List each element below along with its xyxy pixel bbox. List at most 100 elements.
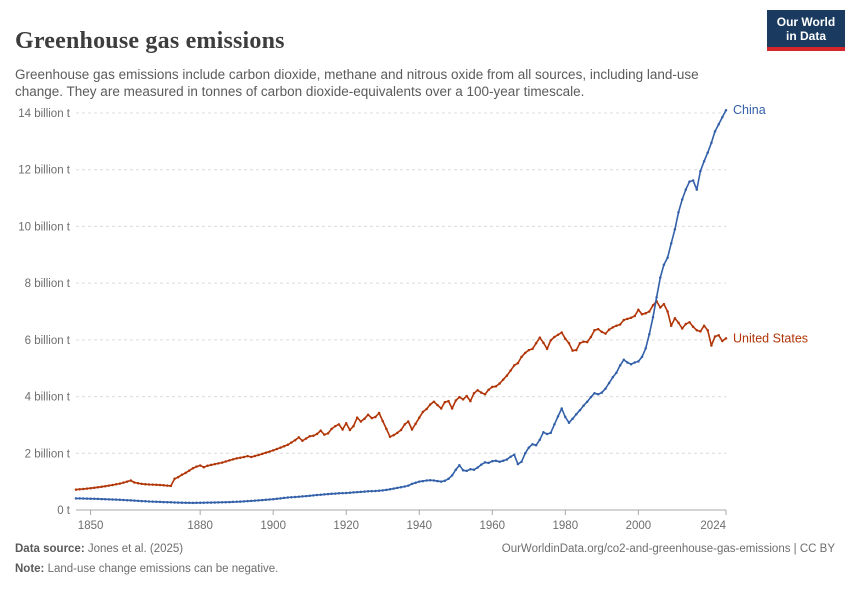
china-data-point[interactable] (319, 493, 322, 496)
united-states-data-point[interactable] (553, 335, 556, 339)
united-states-data-point[interactable] (315, 432, 319, 436)
united-states-data-point[interactable] (122, 481, 125, 484)
china-data-point[interactable] (103, 497, 107, 501)
united-states-data-point[interactable] (293, 438, 297, 442)
china-data-point[interactable] (334, 492, 337, 495)
china-data-point[interactable] (534, 444, 538, 447)
china-data-point[interactable] (560, 407, 563, 410)
china-data-point[interactable] (206, 501, 209, 504)
united-states-data-point[interactable] (396, 431, 399, 435)
china-data-point[interactable] (166, 500, 169, 504)
united-states-data-point[interactable] (717, 334, 720, 337)
china-data-point[interactable] (596, 393, 600, 396)
china-data-point[interactable] (355, 490, 359, 494)
united-states-data-point[interactable] (82, 487, 85, 491)
china-data-point[interactable] (374, 489, 377, 493)
china-data-point[interactable] (220, 501, 224, 504)
united-states-data-point[interactable] (118, 482, 122, 485)
china-data-point[interactable] (337, 492, 341, 495)
united-states-data-point[interactable] (89, 486, 92, 490)
china-data-point[interactable] (710, 141, 713, 145)
united-states-data-point[interactable] (498, 382, 501, 385)
china-data-point[interactable] (403, 485, 406, 488)
china-data-point[interactable] (443, 479, 447, 483)
united-states-data-point[interactable] (228, 459, 231, 462)
china-data-point[interactable] (476, 466, 479, 469)
united-states-data-point[interactable] (450, 407, 454, 410)
china-data-point[interactable] (111, 498, 114, 501)
united-states-data-point[interactable] (74, 488, 78, 491)
china-data-point[interactable] (264, 498, 268, 502)
china-data-point[interactable] (381, 489, 384, 492)
china-data-point[interactable] (352, 491, 355, 494)
china-data-point[interactable] (184, 501, 187, 505)
united-states-data-point[interactable] (337, 423, 341, 426)
united-states-data-point[interactable] (487, 388, 490, 392)
china-data-point[interactable] (385, 488, 388, 492)
united-states-data-point[interactable] (355, 416, 359, 419)
china-data-point[interactable] (498, 460, 501, 464)
china-data-point[interactable] (553, 423, 556, 426)
china-data-point[interactable] (575, 412, 578, 416)
united-states-data-point[interactable] (162, 484, 165, 487)
china-data-point[interactable] (202, 501, 206, 504)
united-states-data-point[interactable] (461, 398, 465, 401)
united-states-data-point[interactable] (648, 310, 651, 313)
united-states-data-point[interactable] (571, 349, 574, 352)
china-data-point[interactable] (118, 498, 122, 502)
united-states-data-point[interactable] (640, 313, 644, 316)
china-data-point[interactable] (549, 431, 552, 435)
china-data-point[interactable] (567, 421, 571, 424)
china-data-point[interactable] (173, 501, 176, 504)
china-data-point[interactable] (359, 490, 363, 494)
china-data-point[interactable] (246, 499, 249, 503)
china-data-point[interactable] (89, 497, 92, 500)
china-data-point[interactable] (480, 463, 483, 466)
china-data-point[interactable] (297, 495, 301, 498)
china-data-point[interactable] (421, 479, 425, 483)
china-data-point[interactable] (699, 169, 702, 173)
china-data-point[interactable] (198, 501, 202, 505)
china-data-point[interactable] (140, 499, 143, 503)
china-data-point[interactable] (509, 455, 512, 458)
united-states-data-point[interactable] (549, 339, 552, 342)
united-states-data-point[interactable] (637, 308, 640, 312)
united-states-data-point[interactable] (680, 327, 684, 330)
united-states-data-point[interactable] (542, 341, 545, 344)
china-data-point[interactable] (494, 459, 498, 462)
china-data-point[interactable] (491, 459, 494, 463)
china-data-point[interactable] (432, 479, 436, 482)
china-data-point[interactable] (275, 497, 279, 501)
united-states-data-point[interactable] (198, 464, 202, 467)
china-data-point[interactable] (501, 459, 505, 462)
united-states-data-point[interactable] (721, 339, 724, 343)
china-data-point[interactable] (195, 501, 198, 505)
united-states-data-point[interactable] (494, 385, 498, 388)
china-data-point[interactable] (487, 461, 490, 465)
united-states-data-point[interactable] (155, 483, 158, 487)
united-states-data-point[interactable] (231, 458, 235, 461)
united-states-data-point[interactable] (662, 302, 666, 306)
united-states-data-point[interactable] (545, 347, 549, 351)
united-states-data-point[interactable] (458, 395, 461, 399)
china-data-point[interactable] (293, 495, 297, 499)
china-data-point[interactable] (96, 497, 100, 501)
united-states-data-point[interactable] (151, 483, 154, 486)
citation-link[interactable]: OurWorldinData.org/co2-and-greenhouse-ga… (501, 543, 835, 555)
china-line-series[interactable] (75, 109, 727, 504)
china-data-point[interactable] (213, 501, 217, 504)
china-data-point[interactable] (604, 387, 607, 390)
china-data-point[interactable] (396, 486, 399, 490)
united-states-data-point[interactable] (410, 428, 414, 431)
china-data-point[interactable] (637, 360, 640, 363)
china-data-point[interactable] (655, 296, 658, 299)
united-states-data-point[interactable] (512, 364, 516, 367)
china-data-point[interactable] (271, 497, 275, 501)
china-data-point[interactable] (724, 108, 728, 112)
united-states-data-point[interactable] (136, 481, 140, 485)
china-data-point[interactable] (684, 188, 688, 191)
china-data-point[interactable] (458, 463, 461, 467)
united-states-data-point[interactable] (538, 336, 542, 339)
china-data-point[interactable] (618, 364, 622, 367)
united-states-data-point[interactable] (713, 335, 717, 338)
